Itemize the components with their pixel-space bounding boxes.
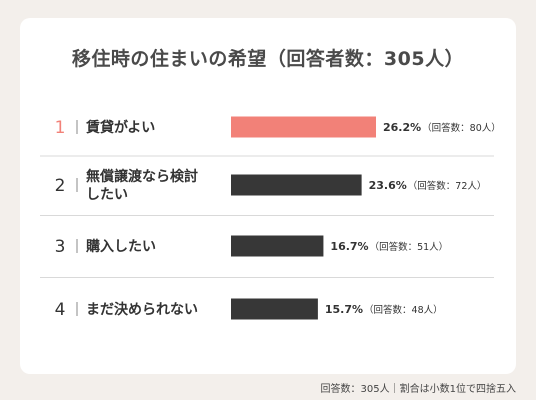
rank-number: 2 bbox=[55, 176, 66, 196]
category-label: したい bbox=[86, 187, 128, 203]
bar bbox=[231, 174, 362, 196]
rank-number: 3 bbox=[55, 237, 66, 257]
category-label: 賃貸がよい bbox=[85, 119, 155, 136]
value-label: 26.2% bbox=[383, 121, 421, 134]
value-label: 16.7% bbox=[330, 240, 368, 253]
bar bbox=[231, 116, 376, 138]
value-label: 15.7% bbox=[325, 303, 363, 316]
value-label: 23.6% bbox=[369, 179, 407, 192]
category-label: 購入したい bbox=[85, 238, 156, 255]
count-label: （回答数：51人） bbox=[370, 241, 449, 253]
bar bbox=[231, 298, 318, 320]
bar bbox=[231, 235, 324, 257]
category-label: 無償譲渡なら検討 bbox=[86, 168, 198, 185]
count-label: （回答数：72人） bbox=[408, 180, 487, 192]
count-label: （回答数：80人） bbox=[422, 122, 501, 134]
category-label: まだ決められない bbox=[86, 301, 198, 318]
rank-number: 4 bbox=[55, 300, 66, 320]
rank-number: 1 bbox=[55, 118, 66, 138]
footnote: 回答数：305人｜割合は小数1位で四捨五入 bbox=[320, 384, 516, 395]
chart-title: 移住時の住まいの希望（回答者数：305人） bbox=[71, 48, 465, 70]
count-label: （回答数：48人） bbox=[364, 304, 443, 316]
